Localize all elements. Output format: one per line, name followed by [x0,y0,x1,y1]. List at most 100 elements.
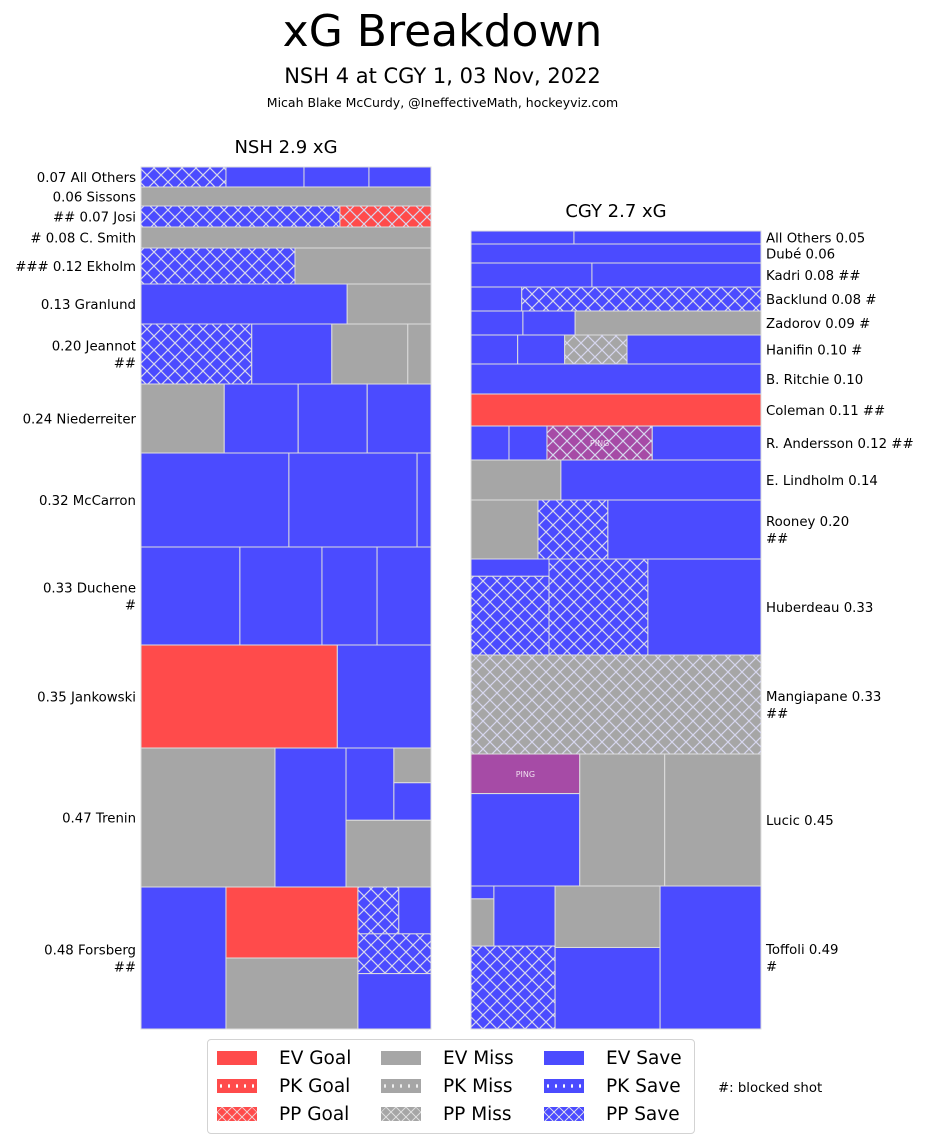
player-label: Lucic 0.45 [766,814,834,829]
player-row: Backlund 0.08 # [470,286,876,312]
player-label: 0.32 McCarron [39,494,136,509]
legend-label: PK Save [606,1075,681,1097]
pp-hatch [537,500,608,559]
shot-cell-ev-save [573,230,762,245]
player-label: 0.48 Forsberg ## [44,944,136,976]
ev-miss-swatch [381,1051,421,1065]
nsh-team-title: NSH 2.9 xG [234,137,338,158]
player-label: 0.35 Jankowski [37,691,136,706]
legend-ev-save: EV Save [544,1046,682,1070]
shot-cell-ev-miss [225,957,359,1030]
player-row: 0.48 Forsberg ## [44,886,432,1030]
shot-cell-ev-miss [470,499,539,560]
player-row: 0.07 All Others [37,166,432,188]
shot-cell-ev-goal [225,886,359,959]
player-label: # 0.08 C. Smith [30,232,136,247]
shot-cell-ev-save [470,425,510,461]
shot-cell-ev-miss [470,459,562,501]
shot-cell-ev-save [345,747,395,821]
player-label: 0.47 Trenin [62,812,136,827]
shot-cell-ev-save [303,166,370,188]
pp-hatch [339,206,431,227]
player-label: 0.06 Sissons [53,191,136,206]
shot-cell-ev-save [225,166,305,188]
player-row: # 0.08 C. Smith [30,226,432,249]
shot-cell-ev-save [647,558,762,656]
pp-hatch [471,946,556,1029]
shot-cell-ev-save [470,230,575,245]
shot-cell-ev-save [357,973,432,1030]
pk-save-swatch [544,1079,584,1093]
credit-line: Micah Blake McCurdy, @IneffectiveMath, h… [266,95,619,110]
shot-cell-ev-miss [579,753,666,887]
legend-label: PP Save [606,1103,680,1125]
player-row: 0.47 Trenin [62,747,432,888]
player-row: Zadorov 0.09 # [470,310,870,336]
shot-cell-ev-save [626,334,762,365]
player-label: 0.24 Niederreiter [23,413,137,428]
shot-cell-ev-save [239,546,323,646]
shot-cell-ev-ping [470,753,581,795]
shot-cell-ev-save [470,286,523,312]
player-row: Coleman 0.11 ## [470,393,885,427]
pp-goal-swatch [217,1107,257,1121]
pp-hatch [141,167,226,187]
shot-cell-ev-miss [331,323,409,385]
pp-hatch [471,655,761,754]
shot-cell-ev-miss [140,226,432,249]
player-label: Dubé 0.06 [766,247,835,263]
player-label: Kadri 0.08 ## [766,269,861,284]
player-row: Hanifin 0.10 # [470,334,862,365]
pp-hatch [546,426,653,460]
shot-cell-ev-miss [407,323,432,385]
ping-label: PING [516,770,535,779]
shot-cell-ev-save [251,323,333,385]
shot-cell-ev-save [470,262,593,288]
legend-pp-goal: PP Goal [217,1102,349,1126]
player-row: Huberdeau 0.33 [470,558,873,656]
shot-cell-ev-miss [393,747,432,784]
player-row: Dubé 0.06 [470,243,835,264]
ev-save-swatch [544,1051,584,1065]
player-label: E. Lindholm 0.14 [766,474,878,489]
game-subtitle: NSH 4 at CGY 1, 03 Nov, 2022 [284,64,601,88]
ping-label: PING [590,439,609,448]
shot-cell-ev-save [223,383,299,454]
shot-cell-ev-save [393,782,432,821]
pp-hatch [141,324,252,384]
shot-cell-ev-save [140,546,241,646]
shot-cell-ev-miss [574,310,762,336]
player-label: 0.20 Jeannot ## [52,340,136,372]
shot-cell-ev-miss [470,898,495,947]
pp-hatch [141,206,340,227]
player-row: ### 0.12 Ekholm [15,247,432,285]
shot-cell-ev-save [470,885,495,900]
legend-label: PP Goal [279,1103,350,1125]
player-row: PING Lucic 0.45 [470,753,834,887]
pp-hatch [357,887,399,934]
legend-ev-goal: EV Goal [217,1046,351,1070]
legend-label: PK Goal [279,1075,351,1097]
legend-pp-miss: PP Miss [381,1102,512,1126]
pp-hatch [521,287,761,311]
pp-save-swatch [544,1107,584,1121]
chart-title: xG Breakdown [282,6,603,57]
legend-pp-save: PP Save [544,1102,680,1126]
player-label: Mangiapane 0.33 ## [766,690,881,722]
player-label: Huberdeau 0.33 [766,601,873,616]
legend-pk-goal: PK Goal [217,1074,350,1098]
shot-cell-ev-save [368,166,432,188]
player-row: Kadri 0.08 ## [470,262,861,288]
player-row: 0.33 Duchene # [43,546,432,646]
legend-label: EV Goal [279,1047,352,1069]
player-row: All Others 0.05 [470,230,865,247]
shot-cell-ev-save [274,747,347,888]
shot-cell-ev-miss [294,247,432,285]
shot-cell-ev-save [470,334,519,365]
player-label: 0.13 Granlund [41,298,136,313]
player-label: 0.33 Duchene # [43,582,136,614]
player-label: Zadorov 0.09 # [766,317,870,332]
shot-cell-ev-save [554,946,661,1030]
player-row: E. Lindholm 0.14 [470,459,878,501]
shot-cell-ev-save [376,546,432,646]
